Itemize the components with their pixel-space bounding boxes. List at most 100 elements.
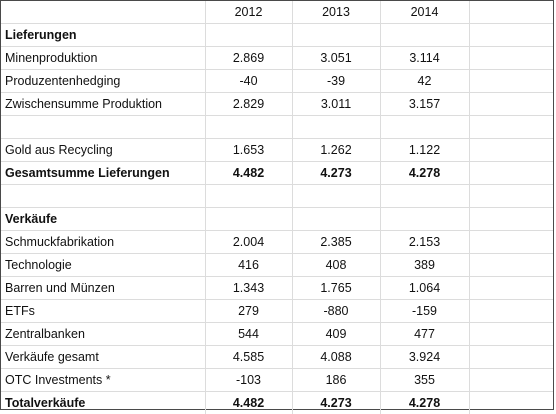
value-2012-cell: 4.482 — [205, 392, 292, 414]
empty-extra-cell — [469, 369, 553, 392]
value-2013-cell: 4.273 — [292, 392, 380, 414]
row-label-cell: Barren und Münzen — [1, 277, 205, 300]
header-cell-empty — [1, 1, 205, 24]
value-2014-cell: 355 — [380, 369, 469, 392]
table-row — [1, 185, 553, 208]
value-2012-cell: 2.829 — [205, 93, 292, 116]
value-2014-cell: 477 — [380, 323, 469, 346]
value-2013-cell: 186 — [292, 369, 380, 392]
value-2014-cell: 3.114 — [380, 47, 469, 70]
empty-extra-cell — [469, 24, 553, 47]
empty-extra-cell — [469, 47, 553, 70]
value-2013-cell: 3.051 — [292, 47, 380, 70]
value-2013-cell: 4.088 — [292, 346, 380, 369]
value-2014-cell: 2.153 — [380, 231, 469, 254]
value-2014-cell: 1.064 — [380, 277, 469, 300]
empty-extra-cell — [469, 208, 553, 231]
value-2014-cell: 389 — [380, 254, 469, 277]
header-cell-extra — [469, 1, 553, 24]
value-2012-cell: -103 — [205, 369, 292, 392]
value-2013-cell: 3.011 — [292, 93, 380, 116]
empty-extra-cell — [469, 231, 553, 254]
table-row: Verkäufe — [1, 208, 553, 231]
value-2013-cell — [292, 185, 380, 208]
value-2014-cell — [380, 185, 469, 208]
row-label-cell: Produzentenhedging — [1, 70, 205, 93]
value-2014-cell — [380, 208, 469, 231]
empty-extra-cell — [469, 139, 553, 162]
header-year-2012: 2012 — [205, 1, 292, 24]
value-2012-cell: 544 — [205, 323, 292, 346]
value-2014-cell: 3.924 — [380, 346, 469, 369]
value-2012-cell: 1.343 — [205, 277, 292, 300]
value-2012-cell — [205, 208, 292, 231]
value-2012-cell — [205, 185, 292, 208]
row-label-cell — [1, 116, 205, 139]
empty-extra-cell — [469, 185, 553, 208]
value-2014-cell: 3.157 — [380, 93, 469, 116]
row-label-cell: OTC Investments * — [1, 369, 205, 392]
value-2013-cell: 1.765 — [292, 277, 380, 300]
header-row: 2012 2013 2014 — [1, 1, 553, 24]
value-2014-cell: 4.278 — [380, 392, 469, 414]
value-2014-cell — [380, 116, 469, 139]
value-2012-cell: 416 — [205, 254, 292, 277]
row-label-cell: ETFs — [1, 300, 205, 323]
value-2012-cell: 1.653 — [205, 139, 292, 162]
empty-extra-cell — [469, 277, 553, 300]
value-2013-cell — [292, 116, 380, 139]
empty-extra-cell — [469, 116, 553, 139]
value-2012-cell: 4.482 — [205, 162, 292, 185]
value-2013-cell: 4.273 — [292, 162, 380, 185]
header-year-2013: 2013 — [292, 1, 380, 24]
table-row: Lieferungen — [1, 24, 553, 47]
empty-extra-cell — [469, 392, 553, 414]
row-label-cell: Zentralbanken — [1, 323, 205, 346]
value-2012-cell: 2.869 — [205, 47, 292, 70]
value-2014-cell: 4.278 — [380, 162, 469, 185]
table-row — [1, 116, 553, 139]
empty-extra-cell — [469, 93, 553, 116]
empty-extra-cell — [469, 254, 553, 277]
row-label-cell: Lieferungen — [1, 24, 205, 47]
row-label-cell: Totalverkäufe — [1, 392, 205, 414]
value-2013-cell: 2.385 — [292, 231, 380, 254]
value-2012-cell: 2.004 — [205, 231, 292, 254]
value-2013-cell: 409 — [292, 323, 380, 346]
empty-extra-cell — [469, 300, 553, 323]
value-2012-cell: -40 — [205, 70, 292, 93]
value-2012-cell: 4.585 — [205, 346, 292, 369]
value-2014-cell: -159 — [380, 300, 469, 323]
value-2012-cell: 279 — [205, 300, 292, 323]
row-label-cell: Gold aus Recycling — [1, 139, 205, 162]
value-2012-cell — [205, 24, 292, 47]
value-2013-cell — [292, 208, 380, 231]
value-2013-cell: -39 — [292, 70, 380, 93]
value-2014-cell: 1.122 — [380, 139, 469, 162]
row-label-cell: Zwischensumme Produktion — [1, 93, 205, 116]
empty-extra-cell — [469, 346, 553, 369]
value-2014-cell — [380, 24, 469, 47]
row-label-cell: Verkäufe — [1, 208, 205, 231]
empty-extra-cell — [469, 162, 553, 185]
empty-extra-cell — [469, 323, 553, 346]
value-2013-cell: -880 — [292, 300, 380, 323]
row-label-cell: Minenproduktion — [1, 47, 205, 70]
row-label-cell — [1, 185, 205, 208]
value-2012-cell — [205, 116, 292, 139]
value-2013-cell — [292, 24, 380, 47]
